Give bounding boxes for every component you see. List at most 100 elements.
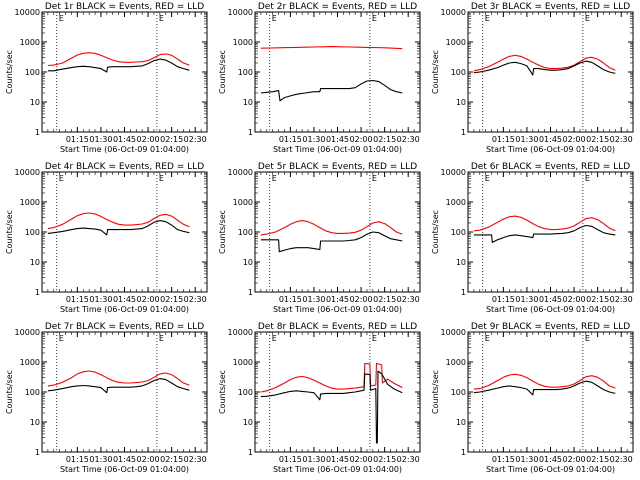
x-tick-label: 02:15	[586, 135, 609, 144]
x-tick-label: 02:15	[160, 135, 183, 144]
series-line-red-lld	[47, 52, 190, 67]
x-axis-label: Start Time (06-Oct-09 01:04:00)	[60, 145, 189, 154]
x-tick-label: 01:45	[326, 135, 349, 144]
y-tick-label: 10	[456, 98, 466, 107]
series-line-black-events	[473, 60, 616, 76]
series-line-red-lld	[473, 54, 616, 72]
y-tick-label: 10	[30, 418, 40, 427]
y-tick-label: 10000	[228, 8, 253, 17]
x-tick-label: 02:00	[350, 135, 373, 144]
y-axis-label: Counts/sec	[218, 210, 227, 254]
y-tick-label: 100	[25, 388, 40, 397]
panel-title: Det 2r BLACK = Events, RED = LLD	[258, 2, 417, 12]
series-line-black-events	[473, 380, 616, 396]
y-tick-label: 1	[248, 288, 253, 297]
series-line-black-events	[260, 231, 403, 253]
y-tick-label: 10	[243, 258, 253, 267]
series-line-black-events	[260, 370, 403, 444]
y-axis-label: Counts/sec	[431, 210, 440, 254]
time-marker-letter: E	[272, 174, 277, 183]
y-tick-label: 10	[456, 258, 466, 267]
y-tick-label: 10	[243, 98, 253, 107]
time-marker-letter: E	[485, 174, 490, 183]
x-tick-label: 02:30	[184, 295, 207, 304]
y-tick-label: 1000	[20, 358, 40, 367]
y-axis-label: Counts/sec	[218, 370, 227, 414]
series-line-black-events	[260, 79, 403, 102]
x-axis-label: Start Time (06-Oct-09 01:04:00)	[486, 145, 615, 154]
y-tick-label: 10	[243, 418, 253, 427]
detector-panel-7: Det 7r BLACK = Events, RED = LLD 1 10 100 10…	[5, 322, 208, 474]
y-tick-label: 10000	[441, 328, 466, 337]
y-tick-label: 1000	[446, 38, 466, 47]
plot-frame	[254, 11, 421, 133]
panel-title: Det 4r BLACK = Events, RED = LLD	[45, 162, 204, 172]
x-tick-label: 01:45	[539, 455, 562, 464]
series-line-red-lld	[473, 373, 616, 390]
y-tick-label: 1	[248, 448, 253, 457]
x-tick-label: 01:30	[89, 295, 112, 304]
series-line-black-events	[473, 224, 616, 243]
x-tick-label: 02:30	[397, 135, 420, 144]
y-tick-label: 100	[25, 68, 40, 77]
x-tick-label: 02:00	[137, 295, 160, 304]
x-tick-label: 02:30	[610, 135, 633, 144]
series-line-red-lld	[47, 212, 190, 230]
detector-panel-9: Det 9r BLACK = Events, RED = LLD 1 10 100 10…	[431, 322, 634, 474]
x-tick-label: 02:00	[350, 455, 373, 464]
x-tick-label: 02:00	[563, 135, 586, 144]
time-marker-letter: E	[585, 174, 590, 183]
plot-frame	[41, 331, 208, 453]
x-tick-label: 01:15	[66, 135, 89, 144]
x-tick-label: 01:15	[66, 455, 89, 464]
panel-title: Det 6r BLACK = Events, RED = LLD	[471, 162, 630, 172]
plot-frame	[254, 331, 421, 453]
x-tick-label: 02:15	[373, 455, 396, 464]
x-tick-label: 01:15	[66, 295, 89, 304]
time-marker-letter: E	[59, 174, 64, 183]
x-tick-label: 01:30	[515, 295, 538, 304]
y-tick-label: 1000	[446, 198, 466, 207]
y-tick-label: 100	[451, 388, 466, 397]
x-tick-label: 01:45	[326, 295, 349, 304]
detector-panel-3: Det 3r BLACK = Events, RED = LLD 1 10 100 10…	[431, 2, 634, 154]
y-axis-label: Counts/sec	[5, 370, 14, 414]
x-tick-label: 02:00	[563, 455, 586, 464]
x-tick-label: 02:30	[397, 295, 420, 304]
y-tick-label: 10000	[441, 8, 466, 17]
plot-frame	[467, 171, 634, 293]
x-axis-label: Start Time (06-Oct-09 01:04:00)	[273, 305, 402, 314]
x-tick-label: 02:15	[160, 455, 183, 464]
detector-panel-1: Det 1r BLACK = Events, RED = LLD 1 10 100 10…	[5, 2, 208, 154]
x-tick-label: 01:15	[492, 295, 515, 304]
panel-title: Det 3r BLACK = Events, RED = LLD	[471, 2, 630, 12]
y-tick-label: 10	[30, 98, 40, 107]
x-axis-label: Start Time (06-Oct-09 01:04:00)	[60, 465, 189, 474]
x-tick-label: 01:30	[515, 455, 538, 464]
x-tick-label: 01:15	[279, 455, 302, 464]
y-tick-label: 10	[456, 418, 466, 427]
y-tick-label: 1000	[233, 358, 253, 367]
y-tick-label: 100	[238, 388, 253, 397]
x-tick-label: 02:15	[373, 135, 396, 144]
x-tick-label: 02:00	[350, 295, 373, 304]
time-marker-letter: E	[159, 334, 164, 343]
x-tick-label: 01:30	[515, 135, 538, 144]
panel-title: Det 1r BLACK = Events, RED = LLD	[45, 2, 204, 12]
x-tick-label: 01:15	[492, 135, 515, 144]
y-tick-label: 1	[248, 128, 253, 137]
x-tick-label: 02:15	[160, 295, 183, 304]
series-line-black-events	[47, 220, 190, 236]
time-marker-letter: E	[485, 334, 490, 343]
y-tick-label: 1	[461, 288, 466, 297]
time-marker-letter: E	[372, 14, 377, 23]
detector-panel-8: Det 8r BLACK = Events, RED = LLD 1 10 100 10…	[218, 322, 421, 474]
x-tick-label: 02:15	[586, 295, 609, 304]
x-tick-label: 02:00	[137, 135, 160, 144]
y-tick-label: 10000	[441, 168, 466, 177]
x-axis-label: Start Time (06-Oct-09 01:04:00)	[273, 465, 402, 474]
plot-frame	[41, 11, 208, 133]
x-axis-label: Start Time (06-Oct-09 01:04:00)	[486, 305, 615, 314]
y-tick-label: 1000	[446, 358, 466, 367]
y-tick-label: 1	[35, 448, 40, 457]
